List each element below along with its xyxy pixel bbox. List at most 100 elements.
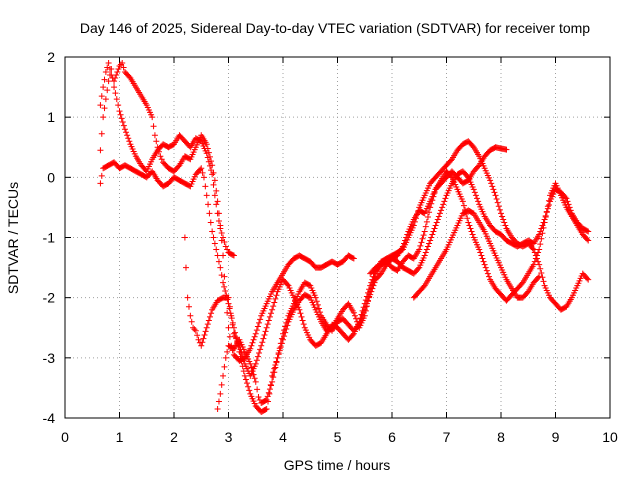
data-point — [119, 118, 126, 125]
data-point — [153, 138, 160, 145]
data-point — [258, 342, 265, 349]
data-point — [262, 328, 269, 335]
data-point — [434, 216, 441, 223]
data-point — [225, 300, 232, 307]
grid-lines — [65, 57, 610, 418]
data-point — [359, 312, 366, 319]
data-point — [479, 255, 486, 262]
data-point — [489, 183, 496, 190]
series-track-2 — [97, 60, 357, 364]
data-point — [272, 295, 279, 302]
data-point — [317, 309, 324, 316]
data-point — [460, 202, 467, 209]
data-point — [207, 219, 214, 226]
data-point — [158, 156, 165, 163]
data-point — [268, 310, 275, 317]
data-point — [218, 237, 225, 244]
data-point — [565, 201, 572, 208]
data-point — [115, 66, 122, 73]
data-point — [300, 321, 307, 328]
data-point — [540, 219, 547, 226]
data-point — [104, 87, 111, 94]
data-point — [584, 227, 591, 234]
data-point — [259, 339, 266, 346]
data-point — [102, 96, 109, 103]
data-point — [112, 75, 119, 82]
data-point — [312, 294, 319, 301]
data-point — [263, 324, 270, 331]
data-point — [121, 126, 128, 133]
data-point — [584, 236, 591, 243]
data-point — [313, 298, 320, 305]
data-point — [105, 60, 112, 67]
data-point — [222, 243, 229, 250]
data-point — [266, 313, 273, 320]
data-point — [228, 312, 235, 319]
data-point — [297, 310, 304, 317]
data-point — [562, 194, 569, 201]
data-point — [475, 198, 482, 205]
data-point — [209, 162, 216, 169]
data-point — [542, 212, 549, 219]
data-point — [356, 321, 363, 328]
data-point — [209, 171, 216, 178]
data-point — [225, 324, 232, 331]
data-point — [220, 234, 227, 241]
data-point — [250, 336, 257, 343]
data-point — [261, 331, 268, 338]
data-point — [101, 76, 108, 83]
data-point — [213, 246, 220, 253]
data-point — [230, 324, 237, 331]
data-point — [421, 228, 428, 235]
data-point — [156, 148, 163, 155]
data-point — [368, 288, 375, 295]
data-point — [248, 364, 255, 371]
data-point — [101, 105, 108, 112]
x-tick-labels: 0 1 2 3 4 5 6 7 8 9 10 — [61, 429, 618, 445]
data-point — [260, 335, 267, 342]
x-tick-label: 3 — [225, 429, 233, 445]
data-point — [253, 357, 260, 364]
x-tick-label: 7 — [443, 429, 451, 445]
data-point — [209, 228, 216, 235]
data-point — [369, 285, 376, 292]
data-point — [247, 345, 254, 352]
data-point — [263, 396, 270, 403]
data-point — [424, 243, 431, 250]
series-track-5 — [214, 168, 592, 412]
data-point — [468, 228, 475, 235]
data-point — [490, 186, 497, 193]
x-tick-label: 1 — [116, 429, 124, 445]
data-point — [204, 145, 211, 152]
data-point — [538, 235, 545, 242]
data-point — [268, 382, 275, 389]
data-point — [218, 272, 225, 279]
data-point — [266, 386, 273, 393]
data-point — [447, 157, 454, 164]
data-point — [224, 348, 231, 355]
data-point — [252, 360, 259, 367]
data-point — [357, 318, 364, 325]
data-point — [246, 387, 253, 394]
data-point — [254, 386, 261, 393]
series-track-7 — [410, 207, 543, 301]
data-point — [197, 166, 204, 173]
data-point — [221, 283, 228, 290]
data-point — [124, 132, 131, 139]
data-point — [543, 209, 550, 216]
data-points — [97, 60, 592, 415]
data-point — [238, 350, 245, 357]
data-point — [208, 310, 215, 317]
data-point — [198, 165, 205, 172]
data-point — [100, 84, 107, 91]
data-point — [441, 198, 448, 205]
data-point — [211, 240, 218, 247]
data-point — [530, 246, 537, 253]
data-point — [222, 354, 229, 361]
data-point — [422, 223, 429, 230]
data-point — [277, 340, 284, 347]
data-point — [536, 246, 543, 253]
data-point — [426, 209, 433, 216]
data-point — [503, 146, 510, 153]
